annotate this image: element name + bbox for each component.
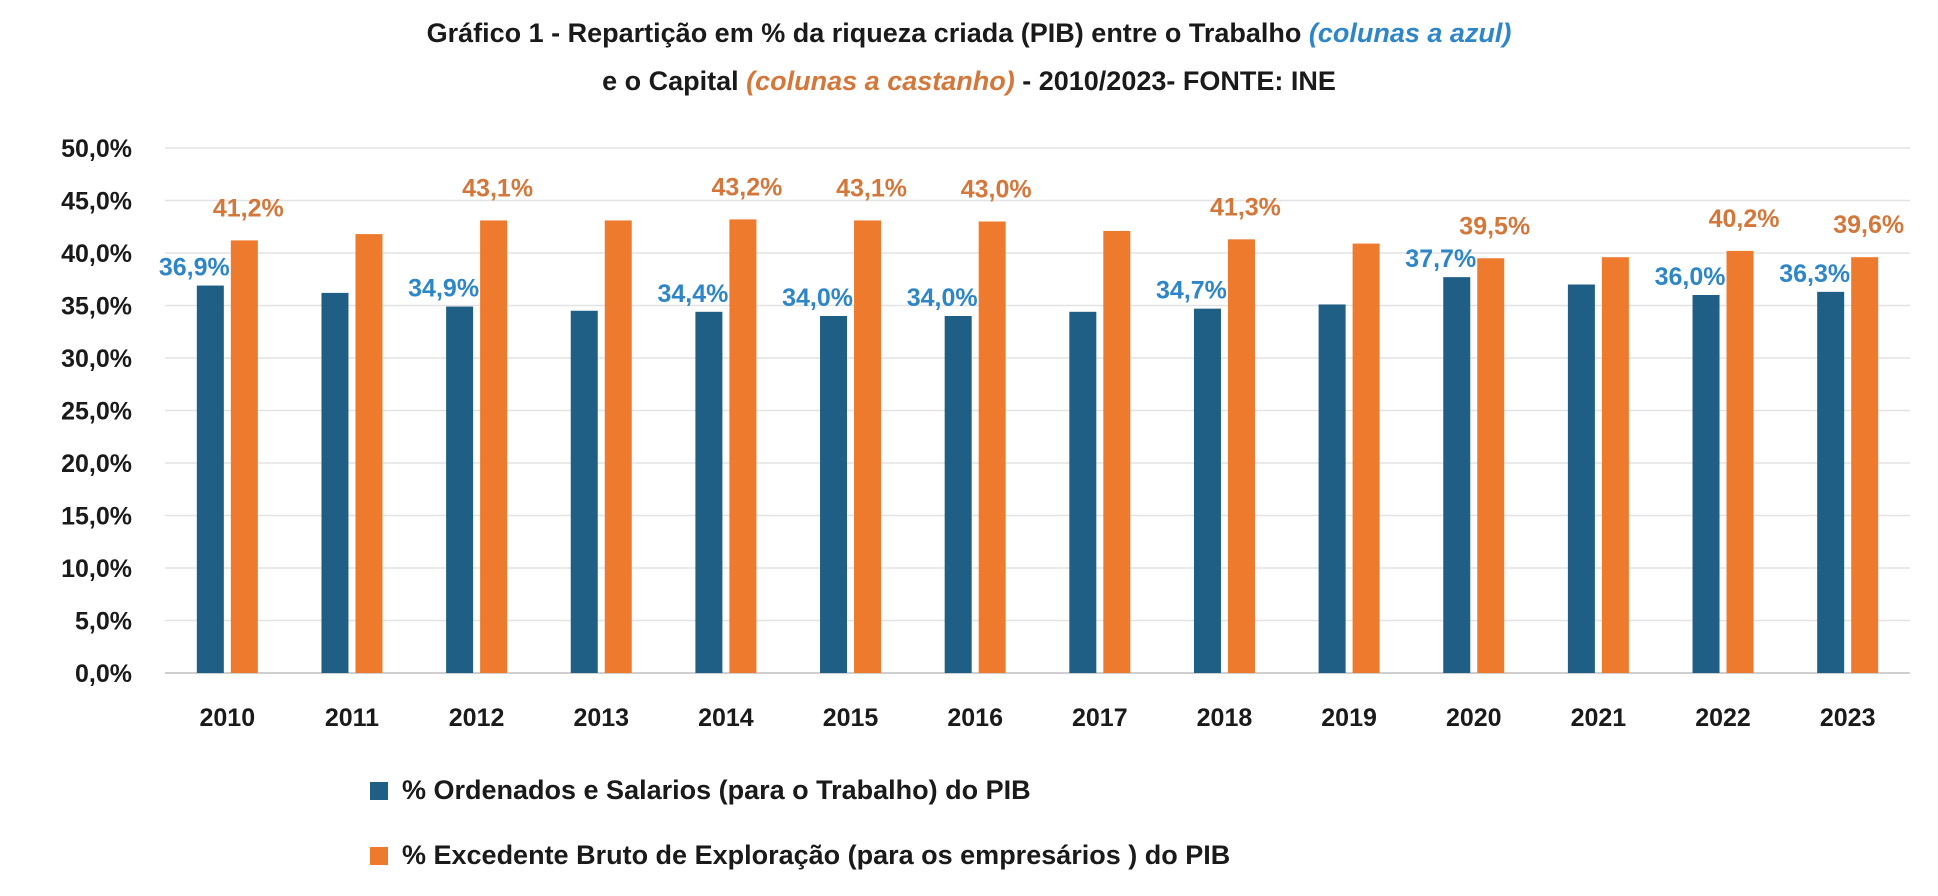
chart-title-orange-note: (colunas a castanho) — [746, 66, 1015, 96]
data-label: 34,4% — [657, 280, 728, 308]
bar-salarios — [1567, 284, 1595, 673]
data-label: 37,7% — [1405, 245, 1476, 273]
data-label: 40,2% — [1709, 205, 1780, 233]
data-label: 34,9% — [408, 275, 479, 303]
x-tick-label: 2022 — [1695, 704, 1751, 732]
bar-excedente — [1477, 258, 1505, 673]
bar-salarios — [1193, 308, 1221, 673]
y-tick-label: 25,0% — [61, 398, 132, 426]
bar-chart: 0,0% 5,0% 10,0% 15,0% 20,0% 25,0% 30,0% 35,0% 40… — [61, 135, 1910, 732]
x-tick-label: 2023 — [1820, 704, 1876, 732]
bar-excedente — [1726, 250, 1754, 673]
legend-item-salarios: % Ordenados e Salarios (para o Trabalho)… — [370, 775, 1031, 806]
chart-title-line-1: Gráfico 1 - Repartição em % da riqueza c… — [0, 14, 1938, 52]
x-tick-label: 2011 — [325, 704, 379, 732]
bar-excedente — [1352, 243, 1380, 674]
data-label: 43,1% — [836, 174, 907, 202]
x-tick-label: 2020 — [1446, 704, 1502, 732]
x-tick-label: 2017 — [1072, 704, 1128, 732]
y-tick-label: 15,0% — [61, 503, 132, 531]
bar-excedente — [1601, 257, 1629, 673]
legend-item-excedente: % Excedente Bruto de Exploração (para os… — [370, 840, 1230, 871]
bar-salarios — [944, 316, 972, 673]
bar-excedente — [1851, 257, 1879, 673]
bar-salarios — [820, 316, 848, 673]
data-label: 43,2% — [711, 173, 782, 201]
data-label: 36,9% — [159, 254, 230, 282]
data-label: 34,0% — [782, 284, 853, 312]
bar-excedente — [230, 240, 258, 673]
y-tick-label: 0,0% — [75, 660, 132, 688]
data-label: 43,0% — [961, 176, 1032, 204]
y-tick-label: 5,0% — [75, 608, 132, 636]
bar-salarios — [1817, 291, 1845, 673]
bar-excedente — [978, 221, 1006, 673]
y-tick-label: 30,0% — [61, 345, 132, 373]
bar-salarios — [196, 285, 224, 673]
bar-salarios — [321, 292, 349, 673]
bar-excedente — [1103, 230, 1131, 673]
y-tick-label: 40,0% — [61, 240, 132, 268]
bar-excedente — [1227, 239, 1255, 673]
x-tick-label: 2019 — [1321, 704, 1377, 732]
data-label: 41,2% — [213, 194, 284, 222]
data-label: 41,3% — [1210, 193, 1281, 221]
bar-salarios — [1443, 277, 1471, 673]
x-tick-label: 2021 — [1571, 704, 1627, 732]
x-tick-label: 2012 — [449, 704, 505, 732]
legend-swatch-orange — [370, 846, 388, 865]
x-tick-label: 2016 — [947, 704, 1003, 732]
chart-title-capital: e o Capital — [602, 66, 739, 96]
bar-salarios — [570, 310, 598, 673]
bar-excedente — [729, 219, 757, 673]
bar-salarios — [1069, 311, 1097, 673]
data-label: 36,0% — [1655, 263, 1726, 291]
bar-excedente — [480, 220, 508, 673]
data-label: 34,7% — [1156, 277, 1227, 305]
data-label: 39,6% — [1833, 211, 1904, 239]
legend-label-salarios: % Ordenados e Salarios (para o Trabalho)… — [402, 775, 1031, 805]
legend-swatch-blue — [370, 781, 388, 800]
y-tick-label: 35,0% — [61, 293, 132, 321]
x-tick-label: 2018 — [1197, 704, 1253, 732]
chart-title-source: - 2010/2023- FONTE: INE — [1022, 66, 1336, 96]
y-tick-label: 20,0% — [61, 450, 132, 478]
data-label: 36,3% — [1779, 260, 1850, 288]
y-tick-label: 50,0% — [61, 135, 132, 163]
legend-label-excedente: % Excedente Bruto de Exploração (para os… — [402, 840, 1231, 870]
bar-salarios — [695, 311, 723, 673]
data-label: 34,0% — [907, 284, 978, 312]
y-tick-label: 45,0% — [61, 188, 132, 216]
bar-excedente — [854, 220, 882, 673]
bar-salarios — [446, 306, 474, 673]
bar-salarios — [1318, 304, 1346, 673]
y-tick-label: 10,0% — [61, 555, 132, 583]
bar-excedente — [604, 220, 632, 673]
chart-title-blue-note: (colunas a azul) — [1308, 18, 1512, 48]
bar-excedente — [355, 234, 383, 673]
x-tick-label: 2015 — [823, 704, 879, 732]
x-tick-label: 2014 — [698, 704, 754, 732]
bar-salarios — [1692, 295, 1720, 673]
chart-title-main: Gráfico 1 - Repartição em % da riqueza c… — [426, 18, 1302, 48]
x-tick-label: 2010 — [200, 704, 256, 732]
x-tick-label: 2013 — [573, 704, 629, 732]
data-label: 39,5% — [1459, 212, 1530, 240]
data-label: 43,1% — [462, 174, 533, 202]
chart-title-line-2: e o Capital (colunas a castanho) - 2010/… — [0, 62, 1938, 100]
